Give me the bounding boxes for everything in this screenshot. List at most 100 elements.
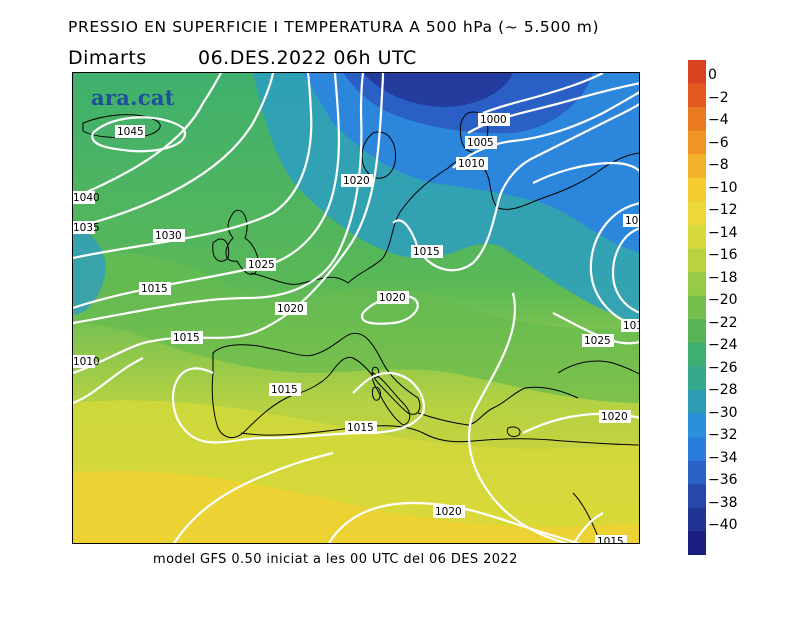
- colorbar-label: −36: [708, 472, 738, 488]
- isobar-label-1005: 1005: [467, 137, 494, 149]
- isobar-1000: [482, 73, 604, 115]
- isobar-1045: [91, 116, 186, 153]
- colorbar-label: −40: [708, 517, 738, 533]
- isobar-label-group: 1045 1040 1035 1030 1025 1020: [73, 113, 640, 544]
- isobar-label-1030-east: 1030: [623, 320, 640, 332]
- ireland-coast: [212, 238, 230, 262]
- ara-cat-logo: ara.cat: [91, 85, 175, 110]
- colorbar-swatch: [688, 225, 706, 250]
- colorbar-swatch: [688, 107, 706, 132]
- colorbar-label: −32: [708, 427, 738, 443]
- crete: [506, 426, 521, 438]
- forecast-day: Dimarts: [68, 47, 147, 69]
- colorbar-label: −8: [708, 157, 729, 173]
- italy-boot: [371, 372, 411, 426]
- isobar-1030-east: [611, 227, 639, 314]
- isobar-label-10-east: 1010: [625, 215, 640, 227]
- isobar-1015-med: [171, 367, 426, 444]
- colorbar-swatch: [688, 484, 706, 509]
- colorbar-label: −10: [708, 179, 738, 196]
- iceland-coast: [82, 114, 161, 139]
- isobar-label-1010-west: 1010: [73, 356, 100, 368]
- colorbar-label: −30: [708, 404, 738, 421]
- isobar-label-1020-aegean: 1020: [601, 411, 628, 423]
- isobar-label-1020-south: 1020: [435, 506, 462, 518]
- colorbar-label: −18: [708, 269, 738, 286]
- isobar-label-1000: 1000: [480, 114, 507, 126]
- warm-band-south: [73, 471, 639, 543]
- colorbar-swatch: [688, 83, 706, 108]
- black-sea-coast: [557, 360, 639, 375]
- isobar-1010-north: [452, 90, 639, 169]
- coastlines: [82, 111, 639, 543]
- colorbar-swatch: [688, 342, 706, 367]
- colorbar-swatch: [688, 295, 706, 320]
- colorbar-swatch: [688, 366, 706, 391]
- isobar-label-1020-north: 1020: [343, 175, 370, 187]
- isobar-1010-west: [73, 357, 144, 405]
- colorbar-label: −4: [708, 112, 729, 128]
- colorbar-label: −24: [708, 337, 738, 353]
- colorbar-swatch: [688, 437, 706, 462]
- isobar-label-1025: 1025: [248, 259, 275, 271]
- map-canvas: 1045 1040 1035 1030 1025 1020: [73, 73, 640, 544]
- colorbar-label: −34: [708, 449, 738, 466]
- isobar-1030: [73, 73, 313, 260]
- isobar-1015-south: [173, 451, 334, 543]
- forecast-datetime: 06.DES.2022 06h UTC: [198, 47, 417, 69]
- isobar-label-1030: 1030: [155, 230, 182, 242]
- colorbar-swatch: [688, 130, 706, 155]
- isobar-1020-east: [532, 161, 639, 184]
- model-info: model GFS 0.50 iniciat a les 00 UTC del …: [153, 552, 518, 567]
- colorbar-label: −16: [708, 247, 738, 263]
- corsica: [371, 366, 380, 378]
- colorbar-label: −20: [708, 292, 738, 308]
- colorbar-label: 0: [708, 67, 717, 83]
- isobar-1020-west: [73, 73, 365, 325]
- isobar-label-1015-med: 1015: [347, 422, 374, 434]
- weather-map: 1045 1040 1035 1030 1025 1020: [72, 72, 640, 544]
- colorbar-swatch: [688, 531, 706, 555]
- isobar-1035: [73, 73, 275, 230]
- isobar-label-1020-alps: 1020: [379, 292, 406, 304]
- isobar-label-1015-spain: 1015: [271, 384, 298, 396]
- colorbar-label: −14: [708, 224, 738, 241]
- colorbar-swatch: [688, 60, 706, 85]
- colorbar-swatch: [688, 272, 706, 297]
- colorbar-swatch: [688, 507, 706, 532]
- isobar-1040: [73, 73, 222, 200]
- britain-coast: [225, 210, 259, 275]
- colorbar-label: −2: [708, 89, 729, 106]
- map-title: PRESSIO EN SUPERFICIE I TEMPERATURA A 50…: [68, 18, 600, 36]
- isobar-label-1020-france: 1020: [277, 303, 304, 315]
- isobar-label-1015-north: 1015: [413, 246, 440, 258]
- colorbar-label: −28: [708, 382, 738, 398]
- isobar-label-1015-sahara: 1015: [597, 536, 624, 544]
- north-europe-coast: [250, 152, 639, 285]
- isobar-1015-sahara: [572, 512, 604, 543]
- colorbar-label: −12: [708, 202, 738, 218]
- colorbar-swatch: [688, 248, 706, 273]
- colorbar-swatch: [688, 413, 706, 438]
- balkan-coast: [417, 386, 579, 426]
- colorbar-swatch: [688, 154, 706, 179]
- colorbar-swatch: [688, 319, 706, 344]
- colorbar-label: −26: [708, 359, 738, 376]
- temperature-colorbar: [688, 60, 706, 555]
- isobar-1015: [73, 73, 385, 375]
- colorbar-label: −6: [708, 134, 729, 151]
- isobar-1025-east: [589, 202, 639, 329]
- isobar-label-1015-west: 1015: [141, 283, 168, 295]
- atlantic-cool: [73, 223, 106, 315]
- colorbar-label: −22: [708, 314, 738, 331]
- colorbar-label: −38: [708, 494, 738, 511]
- scandinavia-south: [361, 131, 397, 179]
- colorbar-swatch: [688, 177, 706, 202]
- isobar-label-1025-turkey: 1025: [584, 335, 611, 347]
- colorbar-swatch: [688, 201, 706, 226]
- isobar-label-1015-biscay: 1015: [173, 332, 200, 344]
- isobar-label-1045: 1045: [117, 126, 144, 138]
- isobar-label-1010-north: 1010: [458, 158, 485, 170]
- isobar-label-1035: 1035: [73, 222, 100, 234]
- colorbar-swatch: [688, 460, 706, 485]
